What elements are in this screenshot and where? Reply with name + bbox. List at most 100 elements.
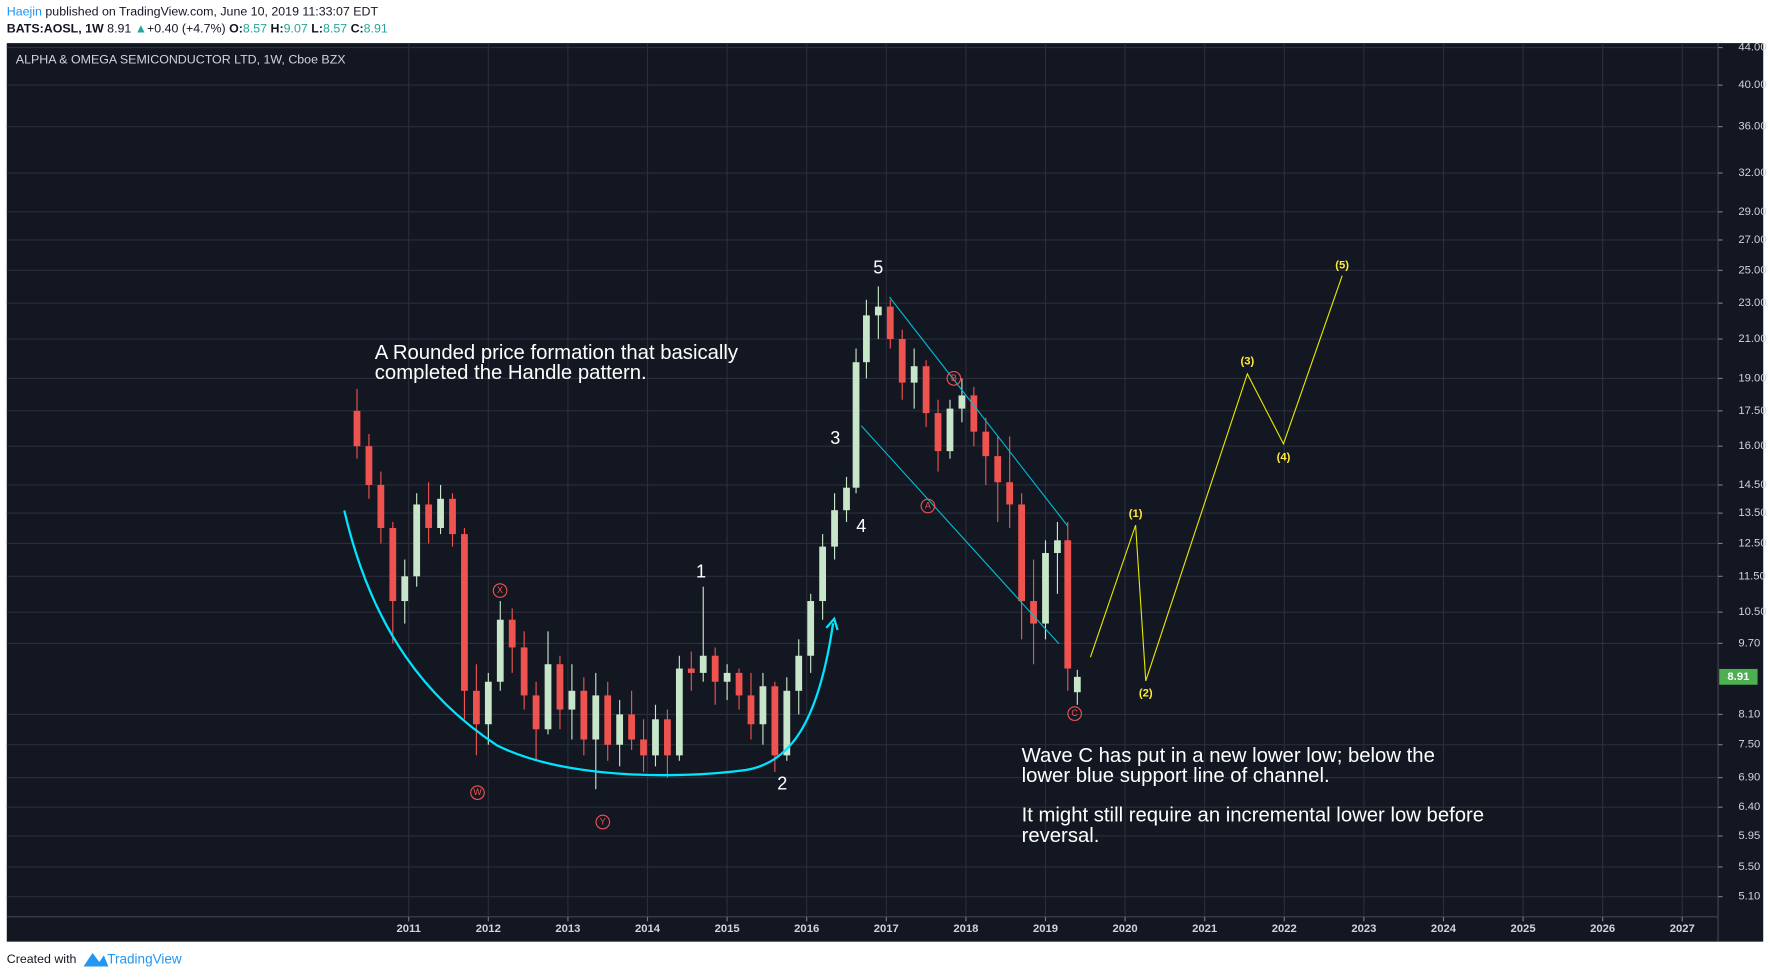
candle-body (580, 690, 588, 740)
candle-body (910, 366, 918, 383)
c: 8.91 (364, 22, 388, 36)
projection-label: (2) (1139, 687, 1153, 699)
x-tick-label: 2021 (1192, 923, 1217, 935)
x-tick-label: 2011 (397, 923, 421, 935)
annotation-line: Wave C has put in a new lower low; below… (1022, 745, 1435, 767)
candle-body (484, 681, 492, 725)
y-tick-label: 12.50 (1738, 537, 1766, 549)
candle-body (807, 601, 815, 656)
projection-label: (4) (1277, 451, 1291, 463)
rounded-arc (343, 510, 835, 777)
wave-circle (595, 814, 611, 830)
candle-body (863, 315, 870, 363)
x-tick-label: 2018 (953, 923, 978, 935)
channel-upper (889, 296, 1069, 527)
wave-label: W (473, 787, 482, 797)
candle-body (365, 446, 373, 485)
y-tick-label: 8.10 (1738, 708, 1760, 720)
y-tick-label: 21.00 (1738, 333, 1766, 345)
projection-label: (5) (1335, 259, 1349, 271)
candle-body (568, 690, 576, 710)
projection-label: (1) (1129, 508, 1143, 520)
y-tick-label: 27.00 (1738, 234, 1766, 246)
candle-body (687, 668, 695, 673)
candle-body (994, 456, 1002, 483)
candle-body (922, 366, 930, 414)
last: 8.91 (107, 22, 131, 36)
annotation-line: It might still require an incremental lo… (1022, 805, 1485, 827)
channel-lower (860, 425, 1060, 645)
candle-body (1018, 504, 1026, 602)
arc-arrow (825, 616, 839, 631)
x-tick-label: 2023 (1351, 923, 1376, 935)
candle-body (711, 655, 719, 682)
candle-body (640, 739, 647, 756)
l-label: L: (311, 22, 323, 36)
h: 9.07 (284, 22, 308, 36)
symbol-line: BATS:AOSL, 1W 8.91 ▲+0.40 (+4.7%) O:8.57… (7, 22, 388, 36)
wave-label: Y (600, 816, 606, 826)
wave-label: X (497, 585, 503, 595)
wave-label: C (1071, 708, 1078, 718)
candle-body (508, 619, 516, 648)
y-tick-label: 7.50 (1738, 739, 1760, 751)
candle-body (759, 686, 767, 725)
y-tick-label: 14.50 (1738, 479, 1766, 491)
wave-circle (1067, 706, 1082, 721)
footer-brand[interactable]: TradingView (107, 951, 182, 966)
candle-body (1030, 601, 1037, 624)
wave-label: 4 (856, 516, 866, 536)
candle-body (496, 619, 504, 682)
candle-body (819, 546, 827, 602)
candle-body (747, 695, 755, 725)
o-label: O: (229, 22, 243, 36)
candle-body (353, 410, 361, 447)
chart-title: ALPHA & OMEGA SEMICONDUCTOR LTD, 1W, Cbo… (16, 52, 346, 66)
candle-body (852, 362, 860, 488)
y-tick-label: 16.00 (1738, 440, 1766, 452)
x-tick-label: 2019 (1033, 923, 1058, 935)
y-tick-label: 10.50 (1738, 606, 1766, 618)
candle-body (874, 306, 882, 316)
wave-circle (920, 498, 936, 514)
candle-body (1054, 540, 1061, 554)
candle-body (699, 655, 707, 673)
x-tick-label: 2024 (1431, 923, 1457, 935)
projection-label: (3) (1240, 355, 1254, 367)
wave-label: 5 (873, 258, 883, 278)
y-tick-label: 17.50 (1738, 405, 1766, 417)
candle-body (628, 714, 635, 740)
wave-circle (946, 371, 962, 386)
candle-body (592, 695, 600, 740)
candle-body (886, 306, 894, 340)
candle-body (461, 534, 468, 691)
annotation-wave-c: Wave C has put in a new lower low; below… (1022, 745, 1485, 847)
y-tick-label: 40.00 (1738, 79, 1766, 91)
x-tick-label: 2016 (794, 923, 819, 935)
x-tick-label: 2027 (1670, 923, 1695, 935)
y-tick-label: 11.50 (1738, 570, 1765, 582)
x-tick-label: 2022 (1272, 923, 1297, 935)
annotation-rounded: A Rounded price formation that basically… (375, 342, 739, 384)
author[interactable]: Haejin (7, 5, 42, 19)
wave-circle (470, 785, 485, 800)
o: 8.57 (243, 22, 267, 36)
candle-body (377, 484, 385, 528)
annotation-line: lower blue support line of channel. (1022, 765, 1330, 787)
candle-body (1042, 553, 1049, 624)
last-price-label: 8.91 (1727, 671, 1749, 683)
x-tick-label: 2015 (715, 923, 740, 935)
annotation-line: A Rounded price formation that basically (375, 342, 739, 364)
candle-body (783, 690, 791, 756)
x-tick-label: 2017 (874, 923, 899, 935)
candle-body (664, 719, 671, 756)
candle-body (520, 647, 528, 696)
candle-body (1064, 540, 1072, 669)
y-tick-label: 13.50 (1738, 507, 1766, 519)
wave-label: 1 (696, 561, 706, 581)
h-label: H: (271, 22, 284, 36)
x-tick-label: 2013 (555, 923, 580, 935)
candle-body (843, 487, 850, 511)
logo (83, 952, 109, 967)
